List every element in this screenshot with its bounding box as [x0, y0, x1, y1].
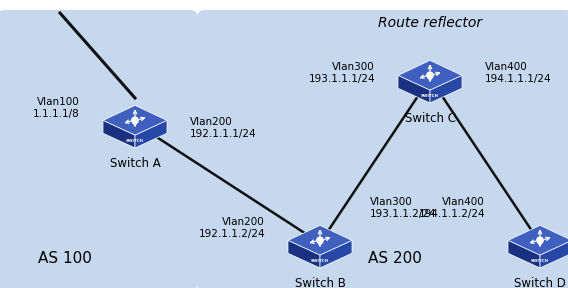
Text: SWITCH: SWITCH: [126, 139, 144, 143]
Polygon shape: [398, 75, 430, 103]
Text: Vlan200
192.1.1.2/24: Vlan200 192.1.1.2/24: [198, 217, 265, 239]
Circle shape: [317, 237, 323, 243]
Text: Route reflector: Route reflector: [378, 16, 482, 30]
Polygon shape: [103, 120, 135, 148]
Text: AS 200: AS 200: [368, 251, 422, 266]
Circle shape: [132, 117, 138, 124]
Polygon shape: [508, 240, 540, 268]
Polygon shape: [288, 240, 320, 268]
Polygon shape: [288, 226, 352, 255]
Circle shape: [537, 237, 543, 243]
Text: Vlan400
194.1.1.2/24: Vlan400 194.1.1.2/24: [419, 197, 485, 219]
Polygon shape: [135, 120, 167, 148]
Polygon shape: [508, 226, 568, 255]
Polygon shape: [540, 240, 568, 268]
Text: Vlan400
194.1.1.1/24: Vlan400 194.1.1.1/24: [485, 62, 552, 84]
Text: AS 100: AS 100: [38, 251, 92, 266]
Text: Vlan300
193.1.1.2/24: Vlan300 193.1.1.2/24: [370, 197, 437, 219]
Text: Switch A: Switch A: [110, 157, 160, 170]
FancyBboxPatch shape: [0, 10, 198, 288]
Text: Vlan200
192.1.1.1/24: Vlan200 192.1.1.1/24: [190, 117, 257, 139]
Text: Switch C: Switch C: [404, 112, 456, 125]
Polygon shape: [430, 75, 462, 103]
Text: Switch B: Switch B: [295, 276, 345, 288]
Text: Vlan100
1.1.1.1/8: Vlan100 1.1.1.1/8: [34, 97, 80, 119]
Text: SWITCH: SWITCH: [421, 94, 439, 98]
Text: Vlan300
193.1.1.1/24: Vlan300 193.1.1.1/24: [308, 62, 375, 84]
FancyBboxPatch shape: [197, 10, 568, 288]
Polygon shape: [320, 240, 352, 268]
Text: Switch D: Switch D: [514, 276, 566, 288]
Polygon shape: [398, 60, 462, 90]
Polygon shape: [103, 105, 167, 135]
Text: SWITCH: SWITCH: [311, 259, 329, 263]
Circle shape: [427, 72, 433, 78]
Text: SWITCH: SWITCH: [531, 259, 549, 263]
